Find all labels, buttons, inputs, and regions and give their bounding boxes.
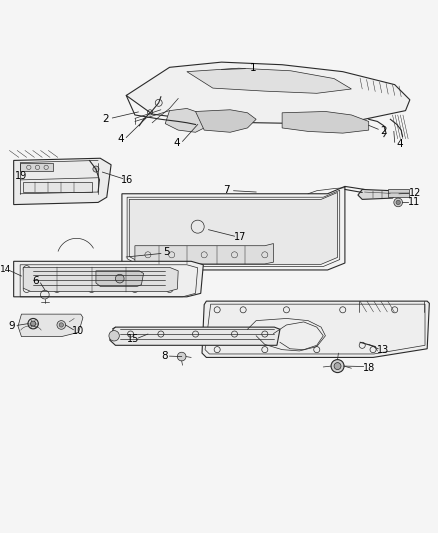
Text: 6: 6 xyxy=(32,276,39,286)
Text: 5: 5 xyxy=(163,247,170,257)
Circle shape xyxy=(109,330,119,341)
Text: 18: 18 xyxy=(363,363,375,373)
Polygon shape xyxy=(96,271,144,286)
Polygon shape xyxy=(135,244,273,264)
Polygon shape xyxy=(126,62,410,124)
Circle shape xyxy=(177,352,186,361)
Circle shape xyxy=(57,321,66,329)
Polygon shape xyxy=(23,268,178,292)
Text: 4: 4 xyxy=(173,138,180,148)
Text: 4: 4 xyxy=(117,134,124,144)
Polygon shape xyxy=(14,158,111,205)
Text: 15: 15 xyxy=(127,334,139,344)
Text: 8: 8 xyxy=(161,351,168,361)
Polygon shape xyxy=(358,189,397,199)
Circle shape xyxy=(59,323,64,327)
Text: 12: 12 xyxy=(409,188,421,198)
Circle shape xyxy=(396,200,400,205)
Polygon shape xyxy=(195,110,256,132)
Circle shape xyxy=(116,274,124,283)
Polygon shape xyxy=(187,68,351,93)
Circle shape xyxy=(331,360,344,373)
Text: 16: 16 xyxy=(121,175,134,185)
Circle shape xyxy=(31,321,36,326)
Text: 14: 14 xyxy=(0,265,11,274)
Polygon shape xyxy=(14,261,203,297)
Text: 9: 9 xyxy=(9,321,15,331)
Circle shape xyxy=(93,166,99,172)
Bar xyxy=(20,164,53,171)
Text: 2: 2 xyxy=(380,126,387,135)
Text: 2: 2 xyxy=(102,114,109,124)
Circle shape xyxy=(28,318,39,329)
Bar xyxy=(23,182,92,191)
Polygon shape xyxy=(202,301,429,358)
Polygon shape xyxy=(110,327,280,345)
Circle shape xyxy=(334,362,341,369)
Polygon shape xyxy=(129,192,338,264)
Text: 7: 7 xyxy=(223,185,230,195)
Polygon shape xyxy=(165,108,204,132)
Bar xyxy=(388,189,409,197)
Text: 19: 19 xyxy=(15,172,28,181)
Polygon shape xyxy=(122,187,345,270)
Circle shape xyxy=(394,198,403,207)
Text: 11: 11 xyxy=(408,197,420,207)
Text: 10: 10 xyxy=(72,326,84,336)
Polygon shape xyxy=(282,111,369,133)
Text: 4: 4 xyxy=(396,139,403,149)
Text: 17: 17 xyxy=(234,232,247,243)
Text: 13: 13 xyxy=(377,345,389,355)
Text: 1: 1 xyxy=(250,63,256,73)
Polygon shape xyxy=(18,314,83,337)
